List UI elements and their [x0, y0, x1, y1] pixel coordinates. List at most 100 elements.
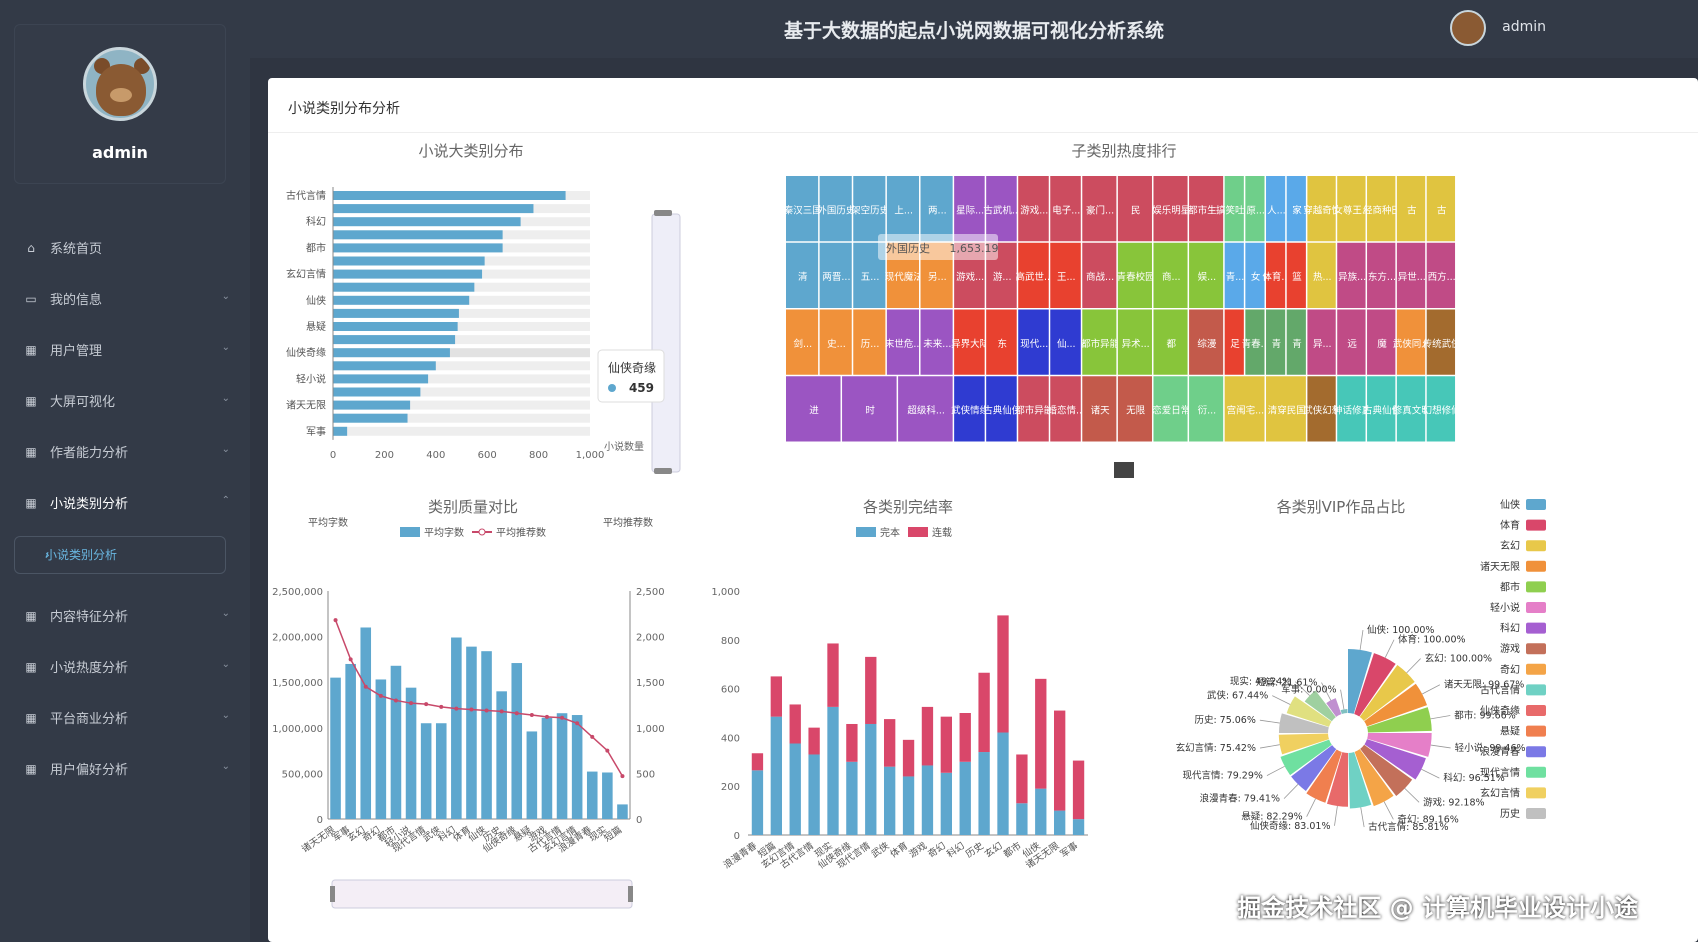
x-axis-label: 小说数量 [604, 440, 644, 453]
legend-swatch [1526, 643, 1546, 655]
legend-label: 浪漫青春 [1480, 745, 1520, 758]
sidebar-item-5[interactable]: ▦ 小说类别分析 ⌃ [0, 477, 250, 528]
bar-complete [789, 743, 801, 835]
bar-background [333, 322, 590, 331]
treemap-label: 游戏... [956, 271, 984, 283]
treemap-label: 古武机... [983, 204, 1021, 216]
treemap-label: 家 [1292, 204, 1302, 216]
treemap-label: 原... [1246, 205, 1265, 216]
treemap-cell [1367, 309, 1396, 375]
treemap-label: 青 [1272, 338, 1282, 350]
label-leader [1430, 715, 1451, 720]
bar [435, 723, 447, 819]
line-point [620, 774, 625, 779]
legend-marker [478, 528, 486, 536]
pie-label: 悬疑: 82.29% [1241, 812, 1302, 823]
treemap-label: 古 [1437, 204, 1447, 216]
sidebar-item-9[interactable]: ▦ 用户偏好分析 ⌄ [0, 743, 250, 794]
x-tick-label: 武侠 [869, 839, 892, 860]
label-leader [1266, 765, 1285, 776]
user-avatar[interactable] [1450, 10, 1486, 46]
bar [333, 282, 475, 292]
line-point [590, 734, 595, 739]
bar-complete [959, 761, 971, 835]
pie-slice [1354, 749, 1394, 807]
pie-label: 科幻: 96.51% [1443, 772, 1504, 784]
legend-label: 体育 [1500, 519, 1520, 532]
treemap-label: 商... [1162, 271, 1181, 283]
pie-slice [1291, 745, 1337, 791]
treemap-label: 都 [1167, 339, 1177, 350]
sidebar-item-label: 小说类别分析 [50, 497, 129, 512]
chevron-up-icon: ⌃ [221, 495, 230, 506]
legend-label: 玄幻 [1500, 539, 1520, 552]
treemap-cell [853, 176, 886, 242]
label-leader [1272, 695, 1291, 705]
y-tick-label: 2,500,000 [272, 587, 323, 598]
bar-complete [940, 772, 952, 835]
sidebar-item-label: 大屏可视化 [50, 395, 116, 410]
treemap-cell [1367, 376, 1396, 442]
treemap-label: 王... [1057, 272, 1076, 283]
treemap-label: 豪门... [1086, 204, 1114, 216]
treemap-cell [1426, 242, 1456, 308]
treemap-cell [1117, 376, 1152, 442]
sidebar-item-2[interactable]: ▦ 用户管理 ⌄ [0, 324, 250, 375]
treemap-cell [986, 309, 1017, 375]
treemap-label: 武侠情缘 [951, 405, 990, 417]
treemap-label: 时 [865, 405, 875, 417]
treemap-label: 青春校园 [1117, 271, 1155, 283]
chevron-down-icon: ⌄ [221, 444, 230, 455]
sidebar-item-label: 平台商业分析 [50, 712, 129, 727]
watermark: 掘金技术社区 @ 计算机毕业设计小途 [1237, 894, 1638, 922]
avatar[interactable] [83, 47, 157, 121]
bar-complete [1072, 819, 1085, 835]
treemap-cell [1050, 309, 1081, 375]
treemap-cell [1224, 376, 1265, 442]
pie-label: 古代言情: 85.81% [1368, 821, 1448, 833]
x-tick-label: 600 [478, 450, 497, 461]
treemap-label: 都市异能 [1015, 405, 1054, 417]
bar [333, 426, 348, 436]
sidebar-item-1[interactable]: ▭ 我的信息 ⌄ [0, 273, 250, 324]
treemap-cell [1050, 242, 1081, 308]
treemap-label: 搞笑吐槽 [1216, 204, 1255, 216]
sidebar-menu: ⌂ 系统首页 ▭ 我的信息 ⌄ ▦ 用户管理 ⌄ ▦ 大屏可视化 ⌄ ▦ 作者能力分析 ⌄ ▦ 小说类别分析 ⌃… [0, 222, 250, 794]
pie-label: 游戏: 92.18% [1423, 796, 1484, 808]
zoom-handle-bottom [654, 468, 672, 474]
zoom-handle-left [330, 886, 335, 902]
treemap-cell [1266, 309, 1286, 375]
chevron-down-icon: ⌄ [221, 710, 230, 721]
legend-label: 都市 [1500, 580, 1520, 593]
bar-ongoing [921, 706, 934, 766]
grid-icon: ▦ [25, 495, 37, 510]
treemap-label: 电子... [1052, 204, 1080, 216]
treemap-label: 青 [1292, 338, 1302, 350]
y-tick-label: 400 [721, 733, 740, 744]
sidebar-item-4[interactable]: ▦ 作者能力分析 ⌄ [0, 426, 250, 477]
treemap-label: 游... [993, 271, 1012, 283]
bar-ongoing [789, 704, 801, 744]
grid-icon: ▦ [25, 608, 37, 623]
treemap-label: 进 [809, 406, 819, 417]
bar [333, 348, 450, 358]
sidebar-item-6[interactable]: ▦ 内容特征分析 ⌄ [0, 590, 250, 641]
y-tick-label: 军事 [306, 425, 326, 438]
treemap-label: 恋爱日常 [1152, 405, 1190, 417]
sidebar-item-3[interactable]: ▦ 大屏可视化 ⌄ [0, 375, 250, 426]
y-tick-label: 500,000 [282, 769, 323, 780]
user-name[interactable]: admin [1502, 19, 1546, 35]
sidebar-item-0[interactable]: ⌂ 系统首页 [0, 222, 250, 273]
treemap-cell [1337, 309, 1366, 375]
treemap-label: 神话修真 [1333, 405, 1371, 417]
sidebar-item-8[interactable]: ▦ 平台商业分析 ⌄ [0, 692, 250, 743]
submenu-item-category-analysis[interactable]: 小说类别分析 [14, 536, 226, 574]
tooltip-value: 459 [629, 381, 654, 395]
pie-slice [1306, 749, 1342, 803]
bar-complete [751, 770, 764, 835]
line-point [409, 701, 414, 706]
main-panel: 小说类别分布分析 小说大类别分布 古代言情 科幻 都市 玄幻言情 仙侠 悬疑 仙侠奇缘 轻小说诸… [268, 78, 1698, 942]
sidebar-item-7[interactable]: ▦ 小说热度分析 ⌄ [0, 641, 250, 692]
legend-swatch [1526, 725, 1546, 737]
label-leader [1321, 682, 1332, 701]
